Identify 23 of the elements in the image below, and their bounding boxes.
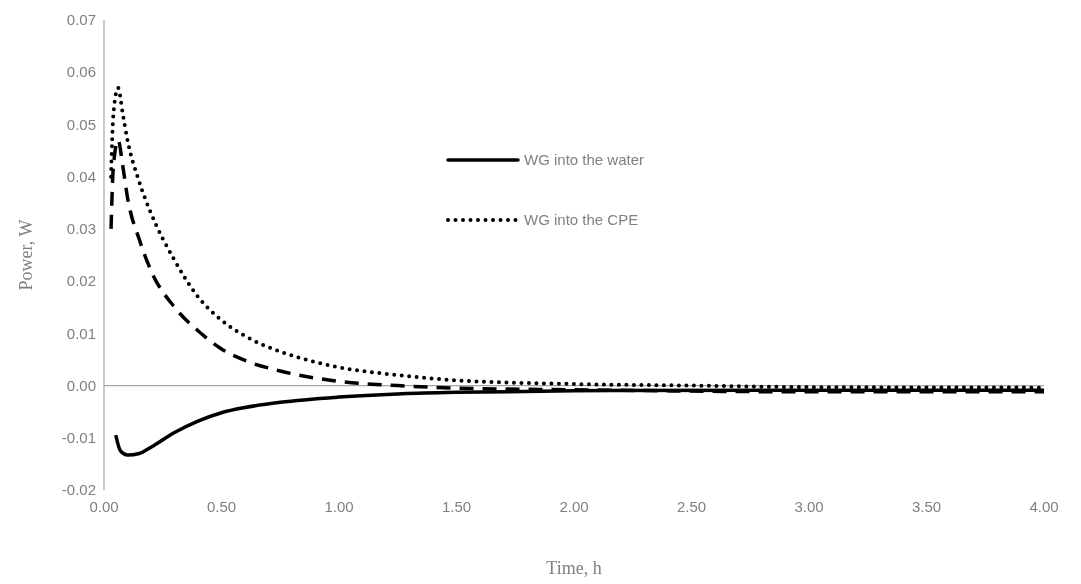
x-tick-label: 0.50 (206, 498, 237, 515)
x-tick-label: 3.00 (794, 498, 824, 515)
x-axis-title: Time, h (546, 558, 602, 578)
y-tick-label: 0.06 (66, 63, 96, 81)
y-tick-label: -0.02 (61, 481, 96, 499)
y-tick-label: 0.07 (66, 11, 96, 29)
y-tick-label: 0.02 (66, 272, 96, 290)
y-tick-label: 0.05 (66, 115, 96, 133)
y-tick-label: 0.00 (66, 376, 96, 394)
y-tick-label: 0.03 (66, 220, 96, 238)
x-tick-label: 4.00 (1029, 498, 1059, 515)
x-tick-label: 2.00 (559, 498, 589, 515)
x-tick-label: 1.00 (324, 498, 354, 515)
x-tick-label: 3.50 (911, 498, 942, 515)
y-tick-label: 0.01 (66, 324, 96, 342)
x-tick-label: 2.50 (676, 498, 707, 515)
x-tick-label: 0.00 (89, 498, 119, 515)
y-tick-label: 0.04 (66, 167, 96, 185)
y-tick-label: -0.01 (61, 429, 96, 447)
y-axis-title: Power, W (16, 219, 36, 291)
legend-label: WG into the CPE (524, 211, 639, 229)
x-tick-label: 1.50 (441, 498, 472, 515)
legend-label: WG into the water (524, 151, 645, 169)
